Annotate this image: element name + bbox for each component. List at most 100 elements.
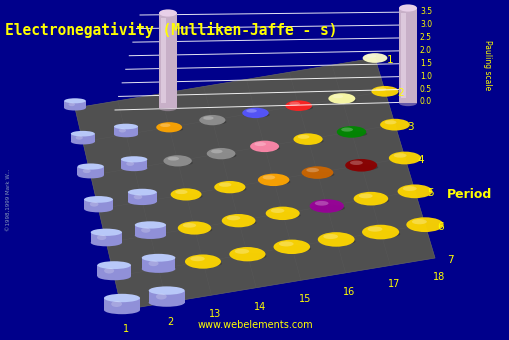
Text: 6: 6	[436, 222, 443, 232]
Ellipse shape	[227, 216, 240, 220]
Ellipse shape	[407, 223, 444, 231]
Ellipse shape	[75, 136, 82, 140]
Ellipse shape	[411, 219, 426, 224]
Ellipse shape	[164, 160, 192, 166]
Ellipse shape	[149, 286, 184, 295]
Ellipse shape	[211, 149, 222, 153]
Polygon shape	[71, 134, 95, 142]
Text: 17: 17	[387, 279, 400, 289]
Ellipse shape	[398, 4, 416, 12]
Ellipse shape	[64, 98, 86, 103]
Ellipse shape	[142, 265, 175, 273]
Ellipse shape	[206, 148, 235, 159]
Ellipse shape	[134, 232, 166, 239]
Ellipse shape	[167, 157, 179, 160]
Ellipse shape	[349, 160, 362, 165]
Polygon shape	[77, 167, 104, 175]
Ellipse shape	[142, 254, 175, 262]
Bar	[398, 8, 416, 103]
Ellipse shape	[230, 253, 266, 260]
Ellipse shape	[104, 294, 140, 302]
Ellipse shape	[274, 245, 310, 252]
Ellipse shape	[84, 196, 112, 203]
Ellipse shape	[285, 100, 312, 111]
Ellipse shape	[273, 240, 309, 254]
Ellipse shape	[97, 261, 131, 269]
Ellipse shape	[398, 100, 416, 106]
Ellipse shape	[309, 199, 343, 213]
Ellipse shape	[97, 272, 131, 280]
Ellipse shape	[345, 159, 377, 172]
Ellipse shape	[254, 142, 266, 146]
Ellipse shape	[171, 193, 202, 200]
Ellipse shape	[157, 127, 183, 132]
Ellipse shape	[97, 235, 106, 240]
Ellipse shape	[329, 98, 356, 103]
Text: 0.0: 0.0	[419, 98, 431, 106]
Ellipse shape	[297, 135, 309, 139]
Ellipse shape	[90, 202, 98, 207]
Ellipse shape	[178, 221, 211, 235]
Ellipse shape	[185, 254, 220, 269]
Ellipse shape	[126, 162, 134, 166]
Text: 1: 1	[123, 324, 129, 334]
Ellipse shape	[323, 234, 337, 239]
Ellipse shape	[104, 306, 140, 314]
Ellipse shape	[218, 183, 231, 187]
Ellipse shape	[148, 260, 158, 266]
Ellipse shape	[372, 91, 399, 96]
Ellipse shape	[119, 129, 126, 133]
Ellipse shape	[389, 157, 421, 163]
Ellipse shape	[337, 131, 366, 137]
Bar	[161, 18, 166, 103]
Ellipse shape	[266, 212, 300, 219]
Ellipse shape	[336, 126, 365, 138]
Ellipse shape	[332, 95, 343, 98]
Ellipse shape	[215, 186, 246, 192]
Ellipse shape	[353, 192, 387, 205]
Ellipse shape	[207, 153, 236, 158]
Bar	[159, 13, 177, 108]
Ellipse shape	[199, 115, 225, 125]
Ellipse shape	[293, 133, 322, 145]
Ellipse shape	[171, 188, 201, 201]
Ellipse shape	[91, 228, 122, 236]
Ellipse shape	[363, 57, 387, 63]
Ellipse shape	[393, 153, 406, 158]
Ellipse shape	[222, 219, 256, 226]
Ellipse shape	[114, 132, 138, 137]
Text: 2.5: 2.5	[419, 33, 431, 42]
Polygon shape	[114, 126, 138, 135]
Ellipse shape	[234, 249, 249, 254]
Ellipse shape	[259, 179, 290, 185]
Ellipse shape	[346, 164, 378, 170]
Text: 1.5: 1.5	[419, 59, 431, 68]
Ellipse shape	[163, 155, 191, 167]
Text: 1: 1	[386, 55, 393, 65]
Ellipse shape	[91, 239, 122, 246]
Ellipse shape	[71, 139, 95, 144]
Ellipse shape	[270, 208, 284, 213]
Ellipse shape	[302, 171, 334, 178]
Text: 14: 14	[253, 302, 266, 312]
Text: Electronegativity (Mulliken-Jaffe - s): Electronegativity (Mulliken-Jaffe - s)	[5, 22, 337, 38]
Ellipse shape	[367, 226, 382, 232]
Ellipse shape	[128, 189, 156, 196]
Ellipse shape	[68, 103, 75, 106]
Ellipse shape	[243, 112, 269, 118]
Bar	[400, 13, 406, 98]
Ellipse shape	[362, 53, 387, 63]
Ellipse shape	[289, 102, 299, 105]
Ellipse shape	[160, 123, 170, 127]
Ellipse shape	[258, 174, 289, 186]
Ellipse shape	[361, 225, 399, 239]
Ellipse shape	[229, 247, 265, 261]
Ellipse shape	[156, 122, 182, 132]
Polygon shape	[134, 225, 166, 235]
Text: 7: 7	[446, 255, 453, 265]
Ellipse shape	[159, 10, 177, 17]
Ellipse shape	[221, 214, 255, 227]
Text: 2.0: 2.0	[419, 46, 431, 55]
Text: 0.5: 0.5	[419, 85, 431, 94]
Ellipse shape	[406, 217, 443, 232]
